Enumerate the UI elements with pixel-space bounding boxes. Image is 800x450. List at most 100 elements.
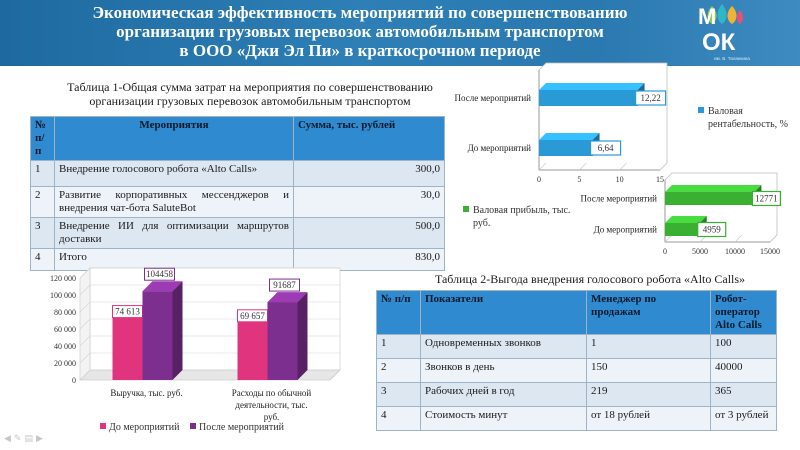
cell: 3 <box>376 382 421 407</box>
data-label: 69 657 <box>240 311 265 321</box>
data-label: 91687 <box>273 280 296 290</box>
data-label-box <box>589 140 622 156</box>
arrow-right-icon[interactable]: ▶ <box>35 434 46 444</box>
table-row: 3 Внедрение ИИ для оптимизации маршрутов… <box>30 217 445 249</box>
y-tick-label: 40 000 <box>54 342 76 351</box>
grid-line <box>79 267 91 279</box>
costs-table: № п/п Мероприятия Сумма, тыс. рублей 1 В… <box>30 116 445 271</box>
x-tick-label: 5000 <box>692 247 708 256</box>
legend-label: До мероприятий <box>109 422 180 433</box>
legend-swatch <box>698 107 704 113</box>
bar-top <box>142 281 183 292</box>
legend-label: Валовая рентабельность, % <box>708 106 788 130</box>
pencil-icon[interactable]: ✎ <box>13 434 25 444</box>
header-cell-sum: Сумма, тыс. рублей <box>293 116 445 161</box>
grid-line <box>79 301 91 313</box>
header-cell-robot: Робот-оператор Alto Calls <box>710 290 777 335</box>
cell: 300,0 <box>293 160 445 187</box>
cell: 2 <box>30 186 55 218</box>
x-tick-label: 10 <box>616 175 624 184</box>
data-label: 4959 <box>703 225 722 235</box>
header-cell-number: № п/п <box>376 290 421 335</box>
cell: 2 <box>376 358 421 383</box>
table-row: 3 Рабочих дней в год 219 365 <box>376 382 777 407</box>
cell: Итого <box>54 248 294 271</box>
data-label: 74 613 <box>115 307 140 317</box>
data-label: 104458 <box>146 269 174 279</box>
cell: от 18 рублей <box>586 406 711 431</box>
bar-top <box>539 133 600 140</box>
table-header-row: № п/п Показатели Менеджер по продажам Ро… <box>376 290 777 335</box>
legend-label: Валовая прибыль, тыс. руб. <box>473 205 570 229</box>
legend-label: После мероприятий <box>199 422 285 433</box>
y-tick-label: 20 000 <box>54 359 76 368</box>
arrow-left-icon[interactable]: ◀ <box>4 434 14 444</box>
data-label-box <box>697 221 727 238</box>
x-tick-label: 15 <box>656 175 664 184</box>
category-label: До мероприятий <box>468 143 532 153</box>
logo-leaf-icon <box>707 6 717 24</box>
y-tick-label: 0 <box>72 376 76 385</box>
table-row: 1 Одновременных звонков 1 100 <box>376 334 777 359</box>
category-label: После мероприятий <box>455 93 532 103</box>
grid-line <box>79 284 91 296</box>
x-tick-label: 10000 <box>725 247 745 256</box>
cell: 100 <box>710 334 777 359</box>
cell: 3 <box>30 217 55 249</box>
revenue-expenses-chart: 0 20 000 40 000 60 000 80 000 100 000 120 000 7… <box>50 267 341 433</box>
cell: Внедрение голосового робота «Alto Calls» <box>54 160 294 187</box>
data-label-box <box>144 267 175 281</box>
bar-side <box>297 292 308 380</box>
header-cell-activity: Мероприятия <box>54 116 294 161</box>
category-label: После мероприятий <box>581 194 658 204</box>
data-label-box <box>751 190 781 207</box>
grid-line <box>619 162 627 171</box>
logo-leaf-icon <box>727 6 737 24</box>
title-line: Экономическая эффективность мероприятий … <box>92 3 628 22</box>
cell: Внедрение ИИ для оптимизации маршрутов д… <box>54 217 294 249</box>
grid-line <box>579 162 587 171</box>
cell: Развитие корпоративных мессенджеров и вн… <box>54 186 294 218</box>
category-label: Расходы по обычной деятельности, тыс. руб. <box>232 388 312 422</box>
header-cell-manager: Менеджер по продажам <box>586 290 711 335</box>
bar <box>142 291 173 380</box>
grid-line <box>538 162 547 171</box>
gross-profit-chart: 0 5000 10000 15000 После мероприятий 12771 До … <box>463 172 781 256</box>
slide-nav[interactable]: ◀✎▤▶ <box>4 434 46 444</box>
grid-line <box>79 369 91 381</box>
cell: 30,0 <box>293 186 445 218</box>
bar <box>539 90 638 106</box>
menu-icon[interactable]: ▤ <box>24 434 36 444</box>
legend-swatch <box>100 423 106 429</box>
grid-line <box>79 335 91 347</box>
data-label: 12771 <box>755 194 778 204</box>
bar <box>539 140 593 156</box>
table2-caption: Таблица 2-Выгода внедрения голосового ро… <box>434 272 746 286</box>
logo-caption: им. В. Таланкина <box>714 56 750 61</box>
cell: 1 <box>586 334 711 359</box>
header-cell-number: № п/п <box>30 116 55 161</box>
data-label-box <box>634 90 667 106</box>
y-tick-label: 100 000 <box>50 291 76 300</box>
logo: М ОК <box>698 4 743 56</box>
profitability-chart: 0 5 10 15 После мероприятий 12,22 До мероприят… <box>455 62 788 184</box>
data-label: 6,64 <box>598 143 614 153</box>
legend-swatch <box>190 423 196 429</box>
logo-leaf-icon <box>737 10 743 24</box>
y-tick-label: 80 000 <box>54 308 76 317</box>
bar <box>112 316 143 380</box>
bar <box>267 302 298 380</box>
x-tick-label: 0 <box>537 175 541 184</box>
robot-benefit-table: № п/п Показатели Менеджер по продажам Ро… <box>376 290 777 431</box>
cell: 40000 <box>710 358 777 383</box>
legend-swatch <box>463 206 469 212</box>
bar-side <box>172 281 183 380</box>
grid-line <box>659 162 668 171</box>
bar-top <box>539 83 645 90</box>
cell: от 3 рублей <box>710 406 777 431</box>
bar <box>237 320 268 380</box>
logo-letter: М <box>698 4 716 29</box>
x-tick-label: 15000 <box>760 247 780 256</box>
grid-line <box>769 234 778 243</box>
cell: Стоимость минут <box>420 406 587 431</box>
